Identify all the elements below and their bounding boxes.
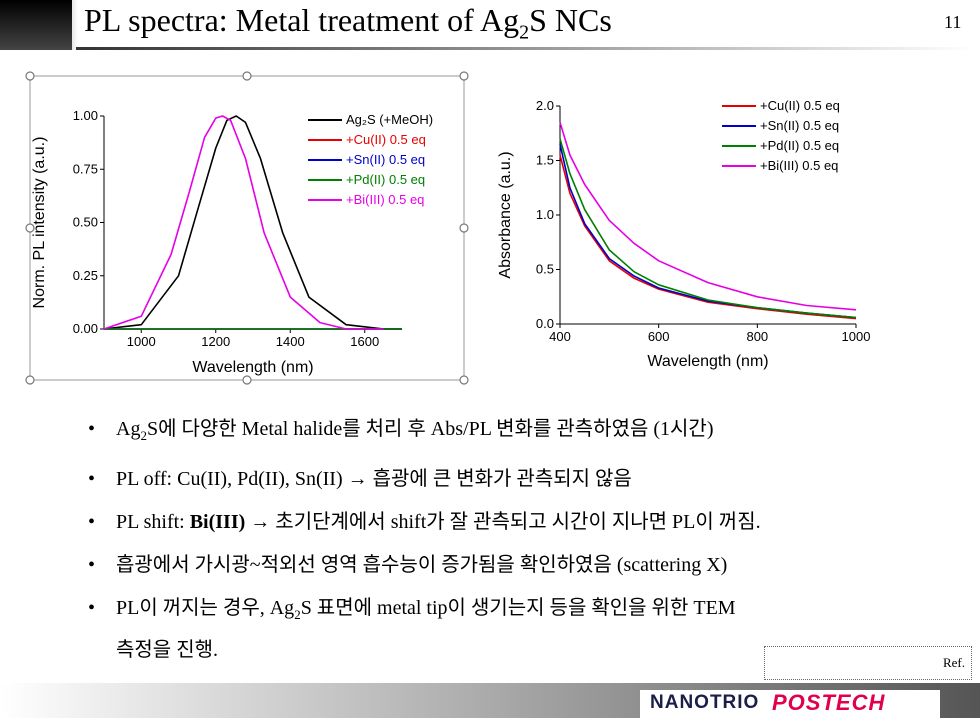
footer-logo-area bbox=[640, 690, 940, 718]
y-tick-label: 1.5 bbox=[536, 153, 554, 168]
x-tick-label: 800 bbox=[746, 329, 768, 344]
selection-handle bbox=[25, 223, 35, 233]
y-axis-label: Absorbance (a.u.) bbox=[497, 151, 514, 278]
x-tick-label: 600 bbox=[648, 329, 670, 344]
bullet-text: Ag bbox=[116, 418, 141, 440]
x-tick-label: 1000 bbox=[842, 329, 871, 344]
selection-handle bbox=[459, 375, 469, 385]
series-line bbox=[103, 115, 384, 330]
selection-handle bbox=[25, 375, 35, 385]
bullet-item: 측정을 진행. bbox=[88, 639, 948, 661]
selection-handle bbox=[242, 375, 252, 385]
bullet-text: 흡광에서 가시광~적외선 영역 흡수능이 증가됨을 확인하였음 (scatter… bbox=[116, 554, 728, 576]
bullet-dot: • bbox=[88, 468, 96, 490]
legend-label: +Pd(II) 0.5 eq bbox=[346, 172, 425, 187]
series-line bbox=[559, 122, 857, 311]
title-underline bbox=[76, 47, 976, 50]
legend-label: +Bi(III) 0.5 eq bbox=[760, 158, 838, 173]
bullet-text: → 초기단계에서 shift가 잘 관측되고 시간이 지나면 PL이 꺼짐. bbox=[245, 511, 761, 533]
x-tick-label: 1200 bbox=[201, 334, 230, 349]
series-line bbox=[559, 154, 857, 320]
page-number: 11 bbox=[944, 12, 962, 32]
title-bar bbox=[0, 0, 980, 50]
x-axis-label: Wavelength (nm) bbox=[192, 359, 313, 376]
bullet-item: • PL이 꺼지는 경우, Ag2S 표면에 metal tip이 생기는지 등을… bbox=[88, 597, 948, 626]
slide-title: PL spectra: Metal treatment of Ag2S NCs bbox=[84, 2, 612, 44]
title-accent-block bbox=[0, 0, 72, 50]
postech-logo: POSTECH bbox=[772, 690, 886, 715]
x-tick-label: 1400 bbox=[276, 334, 305, 349]
legend-label: +Bi(III) 0.5 eq bbox=[346, 192, 424, 207]
x-tick-label: 400 bbox=[549, 329, 571, 344]
slide-title-sub: 2 bbox=[519, 21, 530, 44]
x-tick-label: 1600 bbox=[350, 334, 379, 349]
bullet-item: • PL off: Cu(II), Pd(II), Sn(II) → 흡광에 큰 … bbox=[88, 468, 948, 490]
bullet-text: Bi(III) bbox=[189, 511, 246, 533]
y-tick-label: 1.0 bbox=[536, 207, 554, 222]
selection-handle bbox=[459, 223, 469, 233]
reference-box: Ref. bbox=[764, 646, 972, 680]
bullet-dot: • bbox=[88, 511, 96, 533]
bullet-dot: • bbox=[88, 418, 96, 440]
x-axis-label: Wavelength (nm) bbox=[647, 353, 768, 370]
bullet-text: PL shift: bbox=[116, 511, 190, 533]
bullet-text: 2 bbox=[140, 428, 147, 443]
series-line bbox=[103, 115, 402, 330]
bullet-dot: • bbox=[88, 597, 96, 619]
selection-handle bbox=[459, 71, 469, 81]
bullet-text: S에 다양한 Metal halide를 처리 후 Abs/PL 변화를 관측하… bbox=[146, 418, 714, 440]
bullet-text: PL off: Cu(II), Pd(II), Sn(II) → 흡광에 큰 변… bbox=[116, 468, 632, 490]
bullet-item: • 흡광에서 가시광~적외선 영역 흡수능이 증가됨을 확인하였음 (scatte… bbox=[88, 554, 948, 576]
x-tick-label: 1000 bbox=[127, 334, 156, 349]
bullet-text: 측정을 진행. bbox=[116, 639, 218, 661]
pl-chart[interactable]: 1000 1200 1400 1600 0.00 0.25 0.50 0.75 1.00 Wave… bbox=[0, 60, 480, 400]
y-tick-label: 2.0 bbox=[536, 98, 554, 113]
bullet-text: 2 bbox=[294, 607, 301, 622]
y-tick-label: 0.25 bbox=[73, 268, 98, 283]
legend-label: +Pd(II) 0.5 eq bbox=[760, 138, 839, 153]
bullet-item: • PL shift: Bi(III) → 초기단계에서 shift가 잘 관측되… bbox=[88, 511, 948, 533]
y-axis-label: Norm. PL intensity (a.u.) bbox=[31, 137, 48, 309]
bullet-text: S 표면에 metal tip이 생기는지 등을 확인을 위한 TEM bbox=[300, 597, 736, 619]
bullet-list: • Ag2S에 다양한 Metal halide를 처리 후 Abs/PL 변화를… bbox=[88, 418, 948, 682]
legend-label: +Sn(II) 0.5 eq bbox=[346, 152, 425, 167]
reference-label: Ref. bbox=[942, 655, 965, 670]
y-tick-label: 0.75 bbox=[73, 161, 98, 176]
slide-title-end: S NCs bbox=[529, 2, 612, 38]
nanotrio-logo: NANOTRIO bbox=[650, 692, 760, 713]
y-tick-label: 1.00 bbox=[73, 108, 98, 123]
slide-title-main: PL spectra: Metal treatment of Ag bbox=[84, 2, 520, 38]
legend-label: Ag₂S (+MeOH) bbox=[346, 112, 433, 127]
series-line bbox=[559, 138, 857, 319]
y-tick-label: 0.00 bbox=[73, 321, 98, 336]
y-tick-label: 0.5 bbox=[536, 262, 554, 277]
bullet-dot: • bbox=[88, 554, 96, 576]
selection-handle bbox=[242, 71, 252, 81]
selection-handle bbox=[25, 71, 35, 81]
y-tick-label: 0.50 bbox=[73, 215, 98, 230]
absorbance-chart: 400 600 800 1000 0.0 0.5 1.0 1.5 2.0 Wavelength (… bbox=[497, 98, 871, 370]
y-tick-label: 0.0 bbox=[536, 316, 554, 331]
bullet-item: • Ag2S에 다양한 Metal halide를 처리 후 Abs/PL 변화를… bbox=[88, 418, 948, 447]
legend-label: +Sn(II) 0.5 eq bbox=[760, 118, 839, 133]
bullet-text: PL이 꺼지는 경우, Ag bbox=[116, 597, 295, 619]
legend-label: +Cu(II) 0.5 eq bbox=[346, 132, 426, 147]
legend-label: +Cu(II) 0.5 eq bbox=[760, 98, 840, 113]
